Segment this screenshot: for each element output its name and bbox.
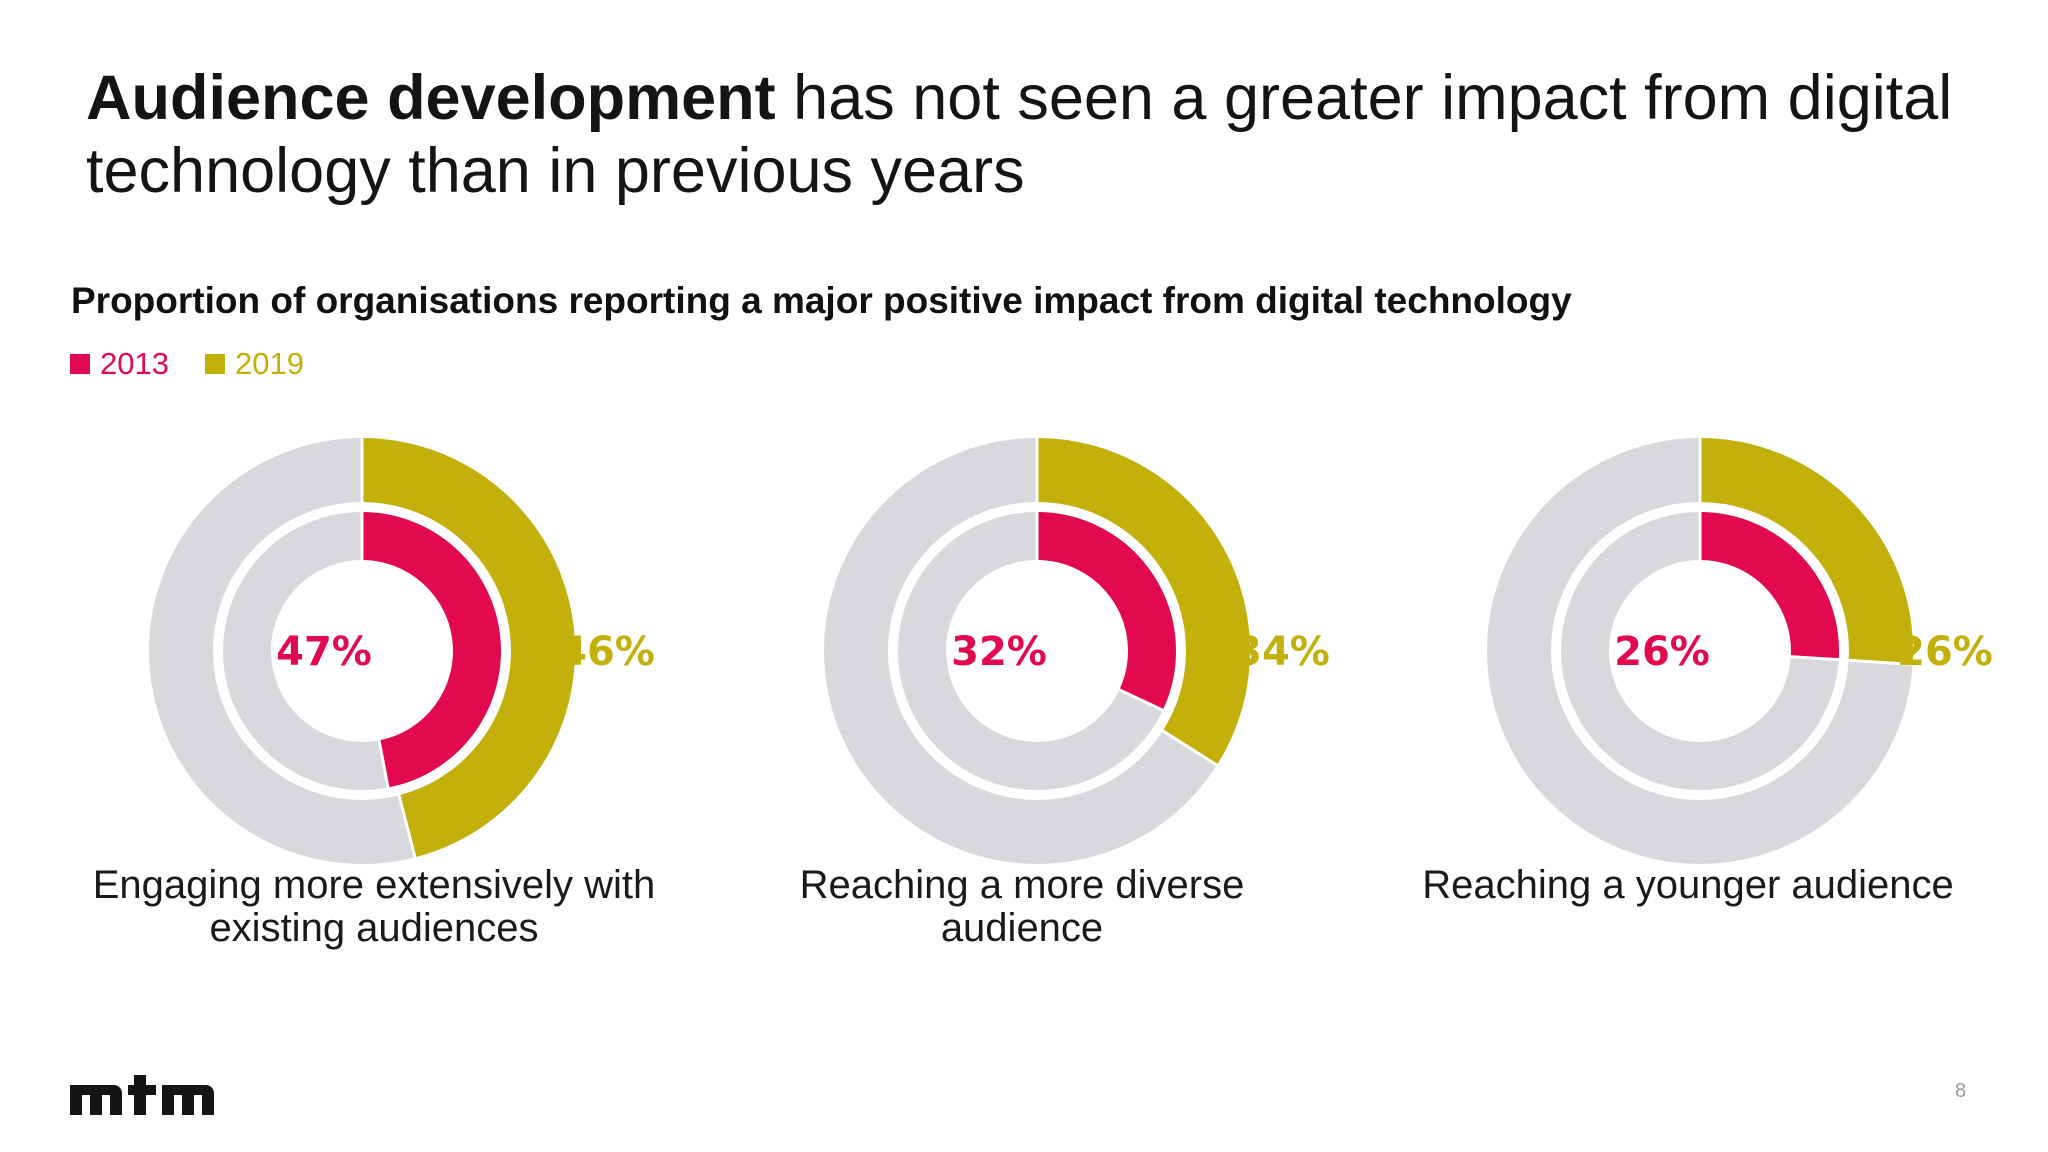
legend-label-2013: 2013 — [100, 346, 169, 381]
category-label: audience — [941, 906, 1103, 950]
legend-swatch-2019 — [204, 354, 225, 374]
segment-separator — [1161, 729, 1219, 767]
outer-arc-2019 — [1036, 438, 1250, 766]
page-number: 8 — [1955, 1080, 1967, 1102]
category-label: Reaching a younger audience — [1422, 863, 1954, 907]
data-label-2013: 47% — [276, 629, 372, 675]
data-label-2013: 32% — [951, 629, 1047, 675]
data-label-2019: 26% — [1897, 629, 1993, 675]
data-label-2019: 34% — [1234, 629, 1330, 675]
title-rest-part: has not seen a greater impact from digit… — [86, 63, 1953, 206]
segment-separator — [1847, 658, 1914, 666]
outer-arc-2019 — [361, 438, 575, 858]
category-label: Engaging more extensively with — [93, 863, 656, 907]
segment-separator — [1117, 687, 1165, 712]
legend-label-2019: 2019 — [234, 346, 304, 381]
data-label-2013: 26% — [1614, 629, 1710, 675]
inner-arc-2013 — [1699, 512, 1839, 660]
donut-charts: 47% 46% Engaging more extensively withexis… — [93, 437, 1993, 950]
segment-separator — [1789, 655, 1840, 662]
chart-legend: 2013 2019 — [70, 346, 304, 382]
segment-separator — [397, 793, 417, 859]
mtm-logo — [70, 1075, 214, 1115]
legend-item-2013: 2013 — [70, 346, 169, 382]
category-label: existing audiences — [209, 906, 538, 950]
inner-arc-2013 — [361, 512, 501, 788]
category-label: Reaching a more diverse — [800, 863, 1245, 907]
donut-chart-1: 47% 46% Engaging more extensively withexis… — [93, 437, 656, 950]
outer-arc-2019 — [1699, 438, 1913, 665]
segment-separator — [377, 739, 390, 789]
inner-arc-2013 — [1036, 512, 1176, 711]
data-label-2019: 46% — [559, 629, 655, 675]
donut-chart-3: 26% 26% Reaching a younger audience — [1422, 437, 1993, 907]
title-bold-part: Audience development — [86, 63, 776, 133]
chart-title: Proportion of organisations reporting a … — [71, 280, 1572, 321]
page-title: Audience development has not seen a grea… — [86, 62, 1986, 208]
legend-swatch-2013 — [70, 354, 90, 374]
legend-item-2019: 2019 — [204, 346, 304, 382]
